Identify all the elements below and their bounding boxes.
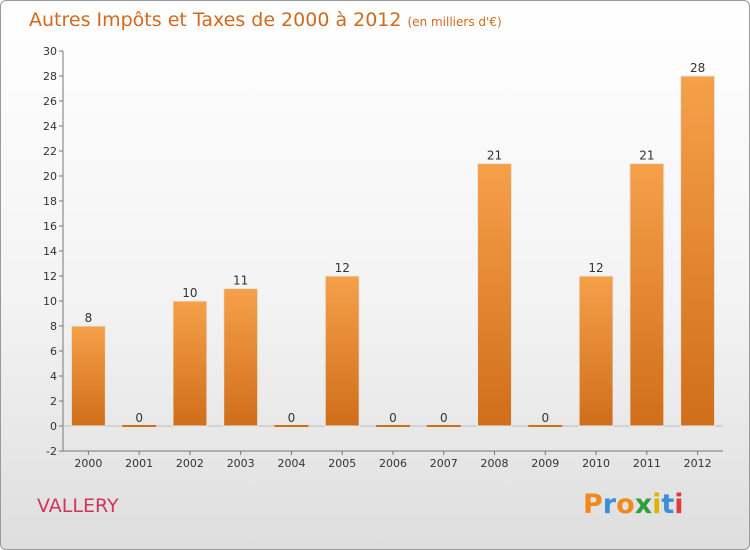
data-label-2003: 11 <box>233 274 248 288</box>
y-tick-label: 30 <box>43 45 57 58</box>
y-tick-label: 16 <box>43 220 57 233</box>
x-tick-label-2007: 2007 <box>430 457 458 470</box>
y-tick-label: 26 <box>43 95 57 108</box>
data-label-2002: 10 <box>182 286 197 300</box>
bar-2012 <box>680 75 716 427</box>
y-tick-label: 14 <box>43 245 57 258</box>
logo-letter: t <box>661 489 675 520</box>
logo-letter: i <box>674 489 684 520</box>
bar-2003 <box>223 288 259 427</box>
title-text: Autres Impôts et Taxes de 2000 à 2012 <box>29 9 402 31</box>
proxiti-logo: Proxiti <box>583 489 684 520</box>
commune-name: VALLERY <box>37 495 119 517</box>
x-tick-label-2004: 2004 <box>277 457 305 470</box>
y-tick-label: 0 <box>50 420 57 433</box>
data-label-2010: 12 <box>588 261 603 275</box>
y-tick-label: -2 <box>46 445 57 458</box>
data-label-2004: 0 <box>288 411 296 425</box>
x-tick-label-2012: 2012 <box>684 457 712 470</box>
bar-2000 <box>70 325 106 427</box>
x-tick-label-2009: 2009 <box>531 457 559 470</box>
x-tick-label-2011: 2011 <box>633 457 661 470</box>
y-tick-label: 12 <box>43 270 57 283</box>
x-tick-label-2006: 2006 <box>379 457 407 470</box>
y-tick-label: 2 <box>50 395 57 408</box>
logo-letter: i <box>652 489 662 520</box>
logo-letter: P <box>583 489 603 520</box>
x-tick-label-2005: 2005 <box>328 457 356 470</box>
logo-letter: x <box>634 489 653 520</box>
bar-2011 <box>629 163 665 427</box>
x-tick-label-2001: 2001 <box>125 457 153 470</box>
data-label-2005: 12 <box>335 261 350 275</box>
y-tick-label: 8 <box>50 320 57 333</box>
y-tick-label: 20 <box>43 170 57 183</box>
data-label-2011: 21 <box>639 149 654 163</box>
title-unit: (en milliers d'€) <box>407 15 502 29</box>
data-label-2000: 8 <box>85 311 93 325</box>
y-tick-label: 10 <box>43 295 57 308</box>
y-tick-label: 28 <box>43 70 57 83</box>
bar-2002 <box>172 300 208 427</box>
x-tick-label-2002: 2002 <box>176 457 204 470</box>
chart-title: Autres Impôts et Taxes de 2000 à 2012 (en… <box>29 9 502 31</box>
logo-letter: r <box>602 489 617 520</box>
bar-2010 <box>578 275 614 427</box>
y-tick-label: 4 <box>50 370 57 383</box>
y-tick-label: 18 <box>43 195 57 208</box>
data-label-2012: 28 <box>690 61 705 75</box>
bars: 8 0 10 11 0 12 0 0 21 0 12 21 28 <box>70 61 716 427</box>
x-tick-label-2010: 2010 <box>582 457 610 470</box>
y-tick-label: 6 <box>50 345 57 358</box>
data-label-2006: 0 <box>389 411 397 425</box>
x-tick-label-2000: 2000 <box>74 457 102 470</box>
logo-letter: o <box>616 489 635 520</box>
y-tick-label: 24 <box>43 120 57 133</box>
x-tick-label-2008: 2008 <box>481 457 509 470</box>
data-label-2007: 0 <box>440 411 448 425</box>
bar-2005 <box>324 275 360 427</box>
x-tick-label-2003: 2003 <box>227 457 255 470</box>
bar-2008 <box>477 163 513 427</box>
data-label-2009: 0 <box>541 411 549 425</box>
y-tick-label: 22 <box>43 145 57 158</box>
data-label-2001: 0 <box>135 411 143 425</box>
data-label-2008: 21 <box>487 149 502 163</box>
